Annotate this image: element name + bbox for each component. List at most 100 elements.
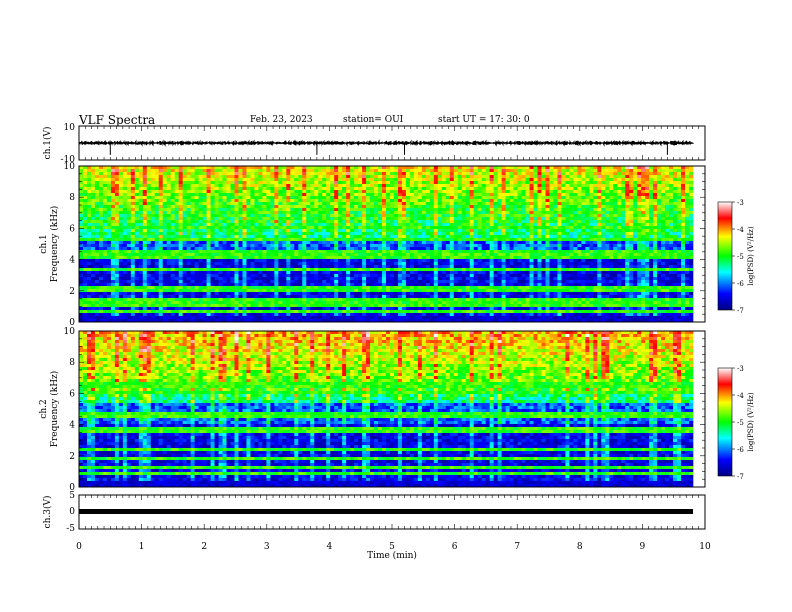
spectrogram-cell — [302, 262, 307, 266]
spectrogram-cell — [230, 226, 235, 230]
spectrogram-cell — [370, 307, 375, 311]
spectrogram-cell — [86, 271, 92, 275]
spectrogram-cell — [362, 280, 367, 284]
spectrogram-cell — [405, 292, 411, 296]
spectrogram-cell — [106, 196, 112, 200]
spectrogram-cell — [214, 199, 219, 203]
spectrogram-cell — [222, 238, 227, 242]
spectrogram-cell — [370, 205, 375, 209]
spectrogram-cell — [354, 172, 359, 176]
spectrogram-cell — [158, 313, 164, 317]
spectrogram-cell — [246, 244, 251, 248]
spectrogram-cell — [234, 271, 239, 275]
spectrogram-cell — [158, 304, 164, 308]
spectrogram-cell — [421, 214, 427, 218]
spectrogram-cell — [178, 289, 183, 293]
spectrogram-cell — [79, 199, 84, 203]
spectrogram-cell — [250, 265, 255, 269]
spectrogram-cell — [326, 205, 331, 209]
spectrogram-cell — [118, 226, 124, 230]
spectrogram-cell — [182, 256, 187, 260]
spectrogram-cell — [326, 190, 331, 194]
spectrogram-cell — [409, 169, 415, 173]
spectrogram-cell — [102, 211, 108, 215]
spectrogram-cell — [210, 268, 215, 272]
spectrogram-cell — [142, 244, 148, 248]
spectrogram-cell — [330, 307, 335, 311]
spectrogram-cell — [413, 250, 419, 254]
spectrogram-cell — [90, 172, 96, 176]
spectrogram-cell — [178, 205, 183, 209]
spectrogram-cell — [238, 250, 243, 254]
spectrogram-cell — [106, 292, 112, 296]
spectrogram-cell — [274, 214, 279, 218]
spectrogram-cell — [150, 274, 156, 278]
spectrogram-cell — [294, 271, 299, 275]
spectrogram-cell — [298, 250, 303, 254]
spectrogram-cell — [302, 250, 307, 254]
spectrogram-cell — [314, 274, 319, 278]
spectrogram-cell — [350, 205, 355, 209]
spectrogram-cell — [102, 175, 108, 179]
spectrogram-cell — [358, 301, 363, 305]
spectrogram-cell — [342, 253, 347, 257]
spectrogram-cell — [86, 175, 92, 179]
spectrogram-cell — [90, 241, 96, 245]
spectrogram-cell — [393, 208, 399, 212]
spectrogram-cell — [146, 238, 152, 242]
spectrogram-cell — [86, 250, 92, 254]
spectrogram-cell — [401, 214, 407, 218]
spectrogram-cell — [150, 313, 156, 317]
spectrogram-cell — [282, 181, 287, 185]
spectrogram-cell — [186, 169, 191, 173]
station-label: station= OUI — [343, 115, 404, 125]
spectrogram-cell — [118, 232, 124, 236]
spectrogram-cell — [362, 310, 367, 314]
spectrogram-cell — [334, 184, 339, 188]
spectrogram-cell — [142, 223, 148, 227]
spectrogram-cell — [130, 277, 136, 281]
spectrogram-cell — [150, 238, 156, 242]
spectrogram-cell — [222, 253, 227, 257]
spectrogram-cell — [222, 175, 227, 179]
spectrogram-cell — [278, 229, 283, 233]
spectrogram-cell — [318, 292, 323, 296]
spectrogram-cell — [366, 247, 371, 251]
spectrogram-cell — [154, 250, 160, 254]
spectrogram-cell — [230, 274, 235, 278]
spectrogram-cell — [118, 214, 124, 218]
spectrogram-cell — [382, 253, 387, 257]
spectrogram-cell — [338, 202, 343, 206]
spectrogram-cell — [306, 232, 311, 236]
spectrogram-cell — [254, 319, 259, 323]
spectrogram-cell — [393, 286, 399, 290]
spectrogram-cell — [286, 187, 291, 191]
spectrogram-cell — [314, 256, 319, 260]
spectrogram-cell — [397, 166, 403, 170]
spectrogram-cell — [86, 262, 92, 266]
spectrogram-cell — [433, 313, 439, 317]
spectrogram-cell — [278, 211, 283, 215]
spectrogram-cell — [246, 235, 251, 239]
spectrogram-cell — [230, 211, 235, 215]
spectrogram-cell — [258, 289, 263, 293]
spectrogram-cell — [166, 253, 171, 257]
spectrogram-cell — [114, 277, 120, 281]
spectrogram-cell — [393, 280, 399, 284]
spectrogram-cell — [210, 199, 215, 203]
spectrogram-cell — [433, 259, 439, 263]
spectrogram-cell — [146, 181, 152, 185]
spectrogram-cell — [126, 190, 132, 194]
spectrogram-cell — [433, 178, 439, 182]
spectrogram-cell — [178, 277, 183, 281]
spectrogram-cell — [158, 220, 164, 224]
spectrogram-cell — [262, 271, 267, 275]
spectrogram-cell — [382, 172, 387, 176]
spectrogram-cell — [210, 208, 215, 212]
spectrogram-cell — [218, 310, 223, 314]
spectrogram-cell — [413, 307, 419, 311]
spectrogram-cell — [346, 187, 351, 191]
spectrogram-cell — [162, 181, 168, 185]
spectrogram-cell — [370, 229, 375, 233]
spectrogram-cell — [338, 166, 343, 170]
